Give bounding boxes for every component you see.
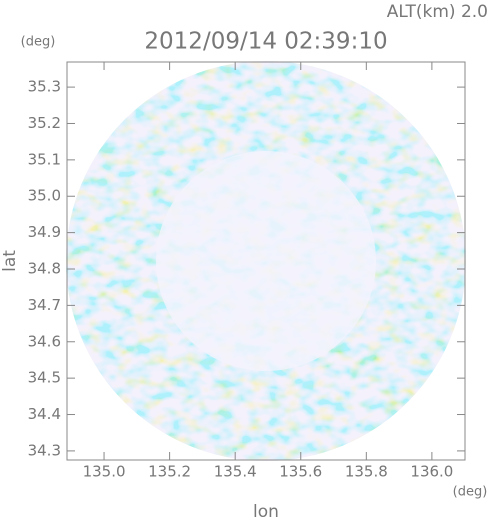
y-tick-label: 34.6 [28,332,61,350]
y-tick-label: 35.2 [28,114,61,132]
y-tick-label: 34.7 [28,296,61,314]
y-tick-label: 34.8 [28,260,61,278]
x-unit: (deg) [453,485,488,500]
y-tick-label: 34.9 [28,223,61,241]
y-tick-label: 34.4 [28,405,61,423]
x-tick-label: 135.2 [148,463,191,481]
radar-field [66,61,466,461]
y-tick-label: 35.1 [28,150,61,168]
x-tick-label: 135.6 [279,463,322,481]
y-tick-label: 35.3 [28,78,61,96]
altitude-label: ALT(km) 2.0 [387,2,488,22]
y-axis-label: lat [0,250,20,272]
plot-frame [66,61,466,461]
x-tick-label: 135.0 [83,463,126,481]
y-tick-label: 34.3 [28,441,61,459]
y-unit: (deg) [21,35,56,50]
y-tick-label: 34.5 [28,369,61,387]
x-tick-label: 135.8 [345,463,388,481]
chart-title: 2012/09/14 02:39:10 [144,29,387,55]
x-tick-label: 135.4 [214,463,257,481]
x-axis-label: lon [253,502,279,521]
x-tick-label: 136.0 [410,463,453,481]
y-tick-label: 35.0 [28,187,61,205]
